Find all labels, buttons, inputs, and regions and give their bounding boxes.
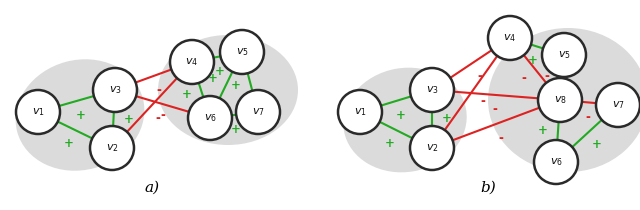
Text: $v_{1}$: $v_{1}$ [353,106,367,118]
Circle shape [220,30,264,74]
Text: +: + [124,113,133,126]
Text: +: + [385,137,394,150]
Text: $v_{6}$: $v_{6}$ [204,112,216,124]
Text: -: - [161,109,165,122]
Text: +: + [215,65,225,78]
Circle shape [534,140,578,184]
Circle shape [410,68,454,112]
Circle shape [16,90,60,134]
Circle shape [90,126,134,170]
Text: -: - [499,131,504,144]
Circle shape [488,16,532,60]
Circle shape [410,126,454,170]
Text: $v_{5}$: $v_{5}$ [236,46,248,58]
Text: -: - [481,95,486,108]
Text: $v_{2}$: $v_{2}$ [426,142,438,154]
Text: $v_{4}$: $v_{4}$ [186,56,198,68]
Text: $v_{8}$: $v_{8}$ [554,94,566,106]
Text: +: + [592,138,602,151]
Text: -: - [477,70,482,83]
Text: +: + [538,123,548,136]
Text: $v_{5}$: $v_{5}$ [557,49,570,61]
Text: $v_{4}$: $v_{4}$ [504,32,516,44]
Ellipse shape [158,35,298,145]
Text: -: - [156,84,161,97]
Circle shape [188,96,232,140]
Text: -: - [156,112,161,125]
Text: $v_{2}$: $v_{2}$ [106,142,118,154]
Circle shape [596,83,640,127]
Circle shape [338,90,382,134]
Text: +: + [442,113,452,126]
Text: +: + [76,109,86,122]
Circle shape [93,68,137,112]
Text: a): a) [145,181,159,195]
Text: $v_{1}$: $v_{1}$ [31,106,44,118]
Circle shape [170,40,214,84]
Circle shape [236,90,280,134]
Text: b): b) [480,181,496,195]
Text: +: + [230,79,241,92]
Text: -: - [585,111,590,124]
Text: +: + [63,137,74,150]
Text: +: + [231,123,241,136]
Text: $v_{7}$: $v_{7}$ [252,106,264,118]
Text: +: + [527,54,538,67]
Text: +: + [182,88,191,101]
Text: -: - [545,70,550,83]
Text: -: - [521,72,526,85]
Circle shape [542,33,586,77]
Text: $v_{3}$: $v_{3}$ [109,84,122,96]
Ellipse shape [488,28,640,172]
Text: +: + [396,109,405,122]
Ellipse shape [343,68,467,172]
Circle shape [538,78,582,122]
Text: +: + [207,72,218,85]
Text: -: - [492,104,497,117]
Text: $v_{6}$: $v_{6}$ [550,156,563,168]
Text: $v_{3}$: $v_{3}$ [426,84,438,96]
Text: $v_{7}$: $v_{7}$ [612,99,625,111]
Ellipse shape [15,59,145,171]
